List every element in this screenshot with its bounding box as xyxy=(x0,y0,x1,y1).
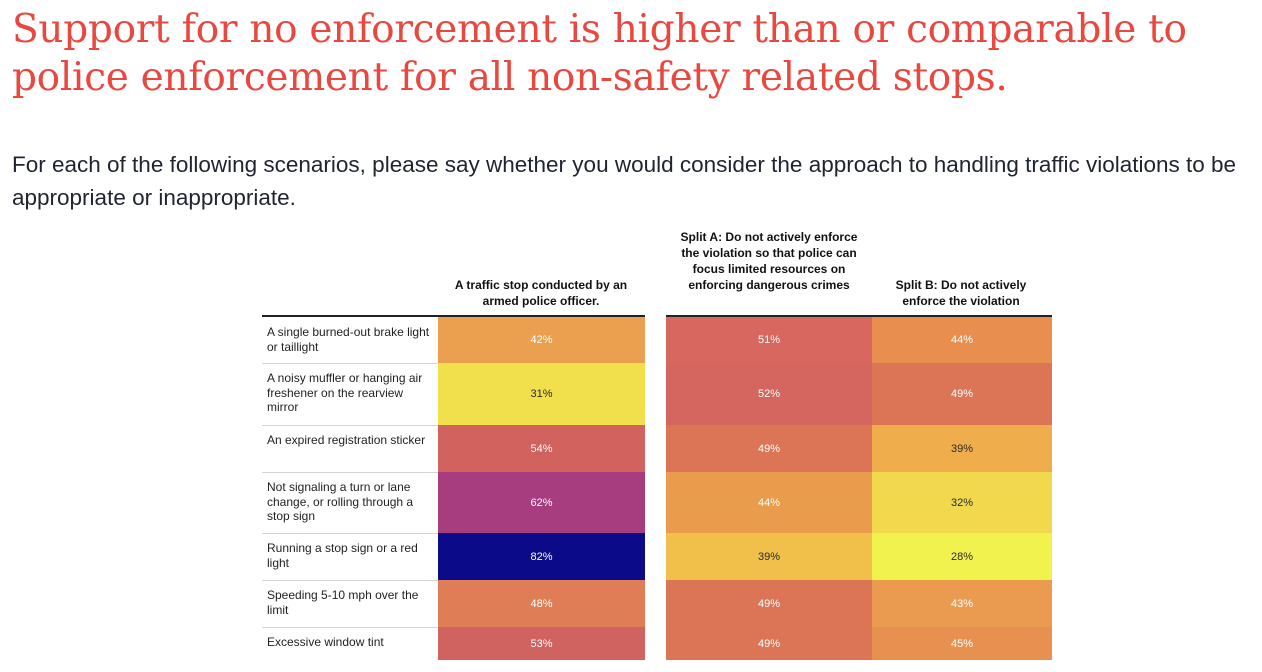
header-rule-splits xyxy=(666,315,1052,317)
heatmap-cell: 39% xyxy=(666,533,872,580)
chart-subtitle: For each of the following scenarios, ple… xyxy=(12,152,1237,210)
row-divider xyxy=(262,425,438,426)
heatmap-cell: 62% xyxy=(438,472,645,533)
heatmap-cell: 44% xyxy=(666,472,872,533)
column-header-split-b: Split B: Do not actively enforce the vio… xyxy=(895,278,1027,308)
row-divider xyxy=(262,627,438,628)
row-label: Speeding 5-10 mph over the limit xyxy=(267,588,419,617)
chart-headline: Support for no enforcement is higher tha… xyxy=(12,7,1187,100)
heatmap-cell: 43% xyxy=(872,580,1052,627)
heatmap-cell: 44% xyxy=(872,317,1052,363)
heatmap-cell: 39% xyxy=(872,425,1052,472)
heatmap-cell: 49% xyxy=(666,627,872,660)
row-label: An expired registration sticker xyxy=(267,433,426,447)
heatmap-cell: 51% xyxy=(666,317,872,363)
row-label: Not signaling a turn or lane change, or … xyxy=(267,480,414,523)
row-label: Excessive window tint xyxy=(267,635,384,649)
heatmap-cell: 82% xyxy=(438,533,645,580)
heatmap-cell: 52% xyxy=(666,363,872,425)
heatmap-cell: 54% xyxy=(438,425,645,472)
heatmap-cell: 31% xyxy=(438,363,645,425)
heatmap-cell: 49% xyxy=(666,580,872,627)
heatmap-cell: 53% xyxy=(438,627,645,660)
heatmap-cell: 28% xyxy=(872,533,1052,580)
row-divider xyxy=(262,533,438,534)
heatmap-cell: 45% xyxy=(872,627,1052,660)
row-divider xyxy=(262,580,438,581)
row-label: A noisy muffler or hanging air freshener… xyxy=(267,371,423,414)
heatmap-cell: 49% xyxy=(666,425,872,472)
row-divider xyxy=(262,472,438,473)
row-divider xyxy=(262,363,438,364)
heatmap-cell: 42% xyxy=(438,317,645,363)
heatmap-cell: 48% xyxy=(438,580,645,627)
heatmap-cell: 49% xyxy=(872,363,1052,425)
column-header-police: A traffic stop conducted by an armed pol… xyxy=(454,278,628,308)
column-header-split-a: Split A: Do not actively enforce the vio… xyxy=(680,230,858,292)
row-label: Running a stop sign or a red light xyxy=(267,541,418,570)
header-rule-police xyxy=(262,315,645,317)
row-label: A single burned-out brake light or taill… xyxy=(267,325,430,354)
heatmap-cell: 32% xyxy=(872,472,1052,533)
